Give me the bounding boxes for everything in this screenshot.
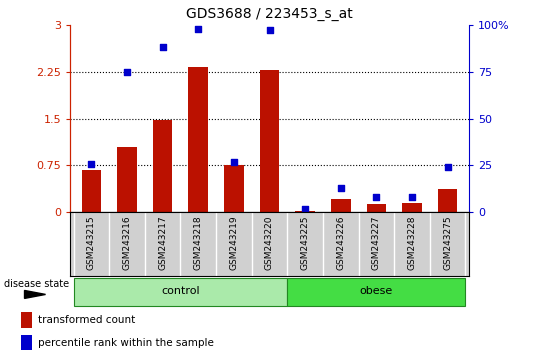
- FancyBboxPatch shape: [287, 278, 465, 306]
- Bar: [224, 165, 244, 212]
- Text: GSM243220: GSM243220: [265, 216, 274, 270]
- Point: [265, 28, 274, 33]
- Text: percentile rank within the sample: percentile rank within the sample: [38, 338, 215, 348]
- Bar: [81, 170, 101, 212]
- Bar: [260, 70, 279, 212]
- Bar: [295, 211, 315, 212]
- Text: GSM243216: GSM243216: [122, 216, 132, 270]
- Text: GSM243218: GSM243218: [194, 216, 203, 270]
- Point: [87, 161, 96, 166]
- Title: GDS3688 / 223453_s_at: GDS3688 / 223453_s_at: [186, 7, 353, 21]
- Polygon shape: [25, 290, 45, 298]
- Text: GSM243275: GSM243275: [443, 216, 452, 270]
- Text: GSM243219: GSM243219: [230, 216, 238, 270]
- Point: [230, 159, 238, 165]
- Text: disease state: disease state: [4, 279, 68, 289]
- Text: GSM243225: GSM243225: [301, 216, 309, 270]
- Point: [336, 185, 345, 191]
- Text: GSM243226: GSM243226: [336, 216, 345, 270]
- Bar: [402, 203, 421, 212]
- Point: [443, 165, 452, 170]
- Bar: [367, 204, 386, 212]
- Bar: [21, 312, 32, 327]
- Bar: [438, 189, 458, 212]
- Bar: [189, 67, 208, 212]
- Bar: [118, 147, 137, 212]
- Point: [301, 206, 309, 211]
- Text: GSM243228: GSM243228: [407, 216, 417, 270]
- Point: [407, 195, 416, 200]
- Text: obese: obese: [360, 286, 393, 296]
- Text: transformed count: transformed count: [38, 315, 136, 325]
- Point: [372, 195, 381, 200]
- Text: GSM243215: GSM243215: [87, 216, 96, 270]
- Text: control: control: [161, 286, 200, 296]
- Point: [194, 26, 203, 32]
- Point: [158, 45, 167, 50]
- Bar: [331, 199, 350, 212]
- Bar: [21, 335, 32, 350]
- Text: GSM243217: GSM243217: [158, 216, 167, 270]
- Point: [123, 69, 132, 74]
- Text: GSM243227: GSM243227: [372, 216, 381, 270]
- Bar: [153, 120, 172, 212]
- FancyBboxPatch shape: [74, 278, 287, 306]
